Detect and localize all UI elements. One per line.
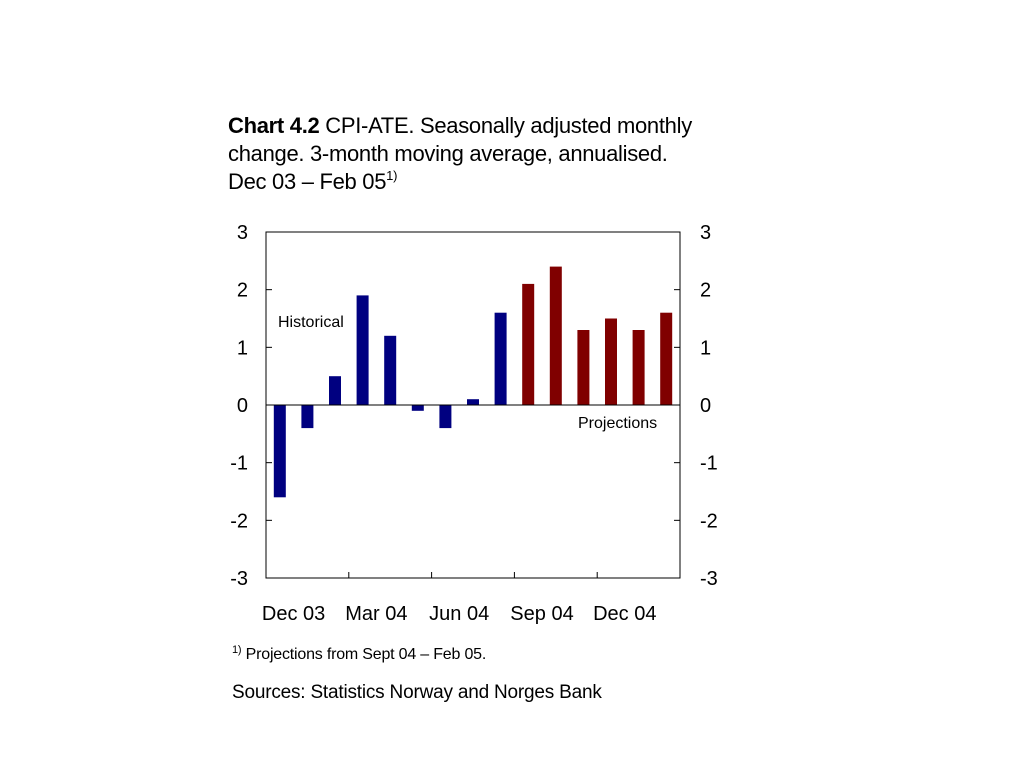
- sources-text: Sources: Statistics Norway and Norges Ba…: [232, 682, 602, 703]
- y-tick-label-left: 1: [237, 337, 248, 359]
- bar-projections-dec-04: [605, 318, 617, 405]
- footnote-text: Projections from Sept 04 – Feb 05.: [245, 646, 487, 663]
- y-tick-label-left: 0: [237, 395, 248, 417]
- bar-historical-jun-04: [439, 405, 452, 429]
- y-tick-label-right: 3: [700, 222, 711, 244]
- y-tick-label-right: -3: [700, 568, 718, 590]
- bar-historical-dec-03: [273, 405, 286, 498]
- title-line-2: change. 3-month moving average, annualis…: [228, 141, 668, 166]
- ticks-layer: [266, 231, 680, 579]
- footnote: 1) Projections from Sept 04 – Feb 05.: [232, 644, 487, 664]
- title-text-1: CPI-ATE. Seasonally adjusted monthly: [325, 113, 692, 138]
- bar-projections-jan-05: [632, 330, 645, 405]
- title-footnote-marker: 1): [386, 168, 398, 183]
- bar-historical-may-04: [411, 405, 424, 411]
- x-tick-label: Sep 04: [510, 603, 573, 625]
- y-tick-label-left: -2: [230, 510, 248, 532]
- y-tick-label-left: -3: [230, 568, 248, 590]
- title-line-1: Chart 4.2 CPI-ATE. Seasonally adjusted m…: [228, 112, 708, 140]
- bar-projections-nov-04: [577, 330, 590, 405]
- bar-historical-jul-04: [467, 399, 479, 405]
- title-period: Dec 03 – Feb 05: [228, 169, 387, 194]
- y-tick-label-left: 2: [237, 280, 248, 302]
- y-tick-label-left: -1: [230, 453, 248, 475]
- bar-historical-aug-04: [494, 312, 507, 405]
- annotation-projections: Projections: [578, 415, 657, 432]
- title-line-3: Dec 03 – Feb 051): [228, 168, 708, 196]
- labels-layer: 3 3 2 2 1 1 0 0 -1 -1 -2 -2 -3 -3 Dec 03 Mar 04 Jun 04 Se…: [230, 222, 718, 625]
- annotation-historical: Historical: [278, 314, 344, 331]
- y-tick-label-right: 1: [700, 337, 711, 359]
- bar-projections-feb-05: [660, 312, 673, 405]
- x-tick-label: Dec 03: [262, 603, 325, 625]
- bar-historical-jan-04: [301, 405, 314, 429]
- chart-title: Chart 4.2 CPI-ATE. Seasonally adjusted m…: [228, 112, 708, 196]
- bar-historical-feb-04: [329, 376, 341, 405]
- bar-projections-oct-04: [549, 266, 562, 405]
- y-tick-label-left: 3: [237, 222, 248, 244]
- y-tick-label-right: 2: [700, 280, 711, 302]
- x-tick-label: Jun 04: [429, 603, 489, 625]
- y-tick-label-right: 0: [700, 395, 711, 417]
- x-tick-label: Dec 04: [593, 603, 656, 625]
- bar-projections-sep-04: [522, 283, 535, 405]
- bar-historical-apr-04: [384, 335, 397, 405]
- y-tick-label-right: -2: [700, 510, 718, 532]
- bars-layer: [273, 266, 673, 498]
- y-tick-label-right: -1: [700, 453, 718, 475]
- chart-number: Chart 4.2: [228, 113, 320, 138]
- bar-historical-mar-04: [356, 295, 369, 405]
- footnote-marker: 1): [232, 644, 242, 656]
- x-tick-label: Mar 04: [345, 603, 407, 625]
